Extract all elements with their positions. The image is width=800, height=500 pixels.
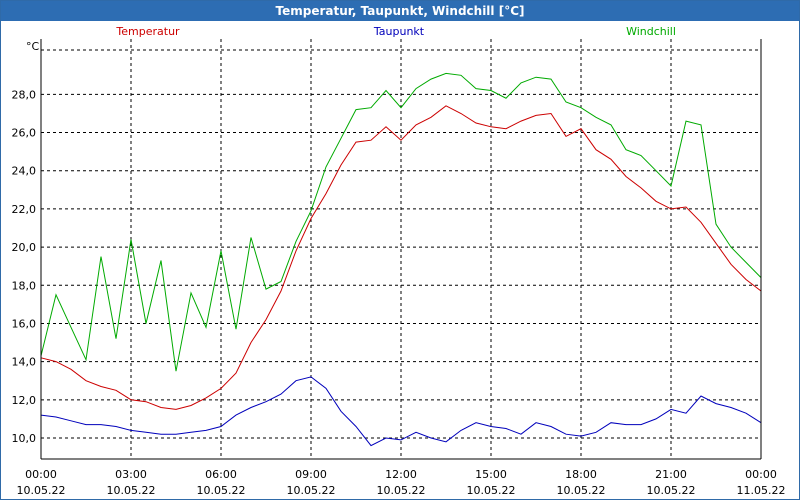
axes [40,39,762,460]
y-tick-label: 16,0 [12,317,37,330]
x-tick-time: 00:00 [25,468,57,481]
x-tick-time: 15:00 [475,468,507,481]
x-tick-time: 00:00 [745,468,777,481]
y-axis-unit: °C [26,40,40,53]
x-tick-date: 10.05.22 [107,484,156,497]
x-tick-time: 12:00 [385,468,417,481]
legend-entry-temperatur: Temperatur [115,25,180,38]
y-tick-label: 10,0 [12,432,37,445]
x-tick-date: 11.05.22 [737,484,786,497]
y-tick-label: 28,0 [12,88,37,101]
y-tick-label: 18,0 [12,279,37,292]
series-line-windchill [40,72,762,372]
x-tick-date: 10.05.22 [557,484,606,497]
x-tick-time: 03:00 [115,468,147,481]
y-tick-label: 20,0 [12,241,37,254]
legend: Temperatur Taupunkt Windchill [115,25,676,38]
x-tick-time: 06:00 [205,468,237,481]
y-tick-label: 26,0 [12,127,37,140]
chart-title: Temperatur, Taupunkt, Windchill [°C] [1,1,799,21]
x-tick-date: 10.05.22 [647,484,696,497]
x-tick-time: 21:00 [655,468,687,481]
y-tick-label: 22,0 [12,203,37,216]
x-tick-time: 09:00 [295,468,327,481]
legend-entry-windchill: Windchill [626,25,676,38]
legend-entry-taupunkt: Taupunkt [373,25,425,38]
x-tick-date: 10.05.22 [467,484,516,497]
series-layer [40,72,762,447]
y-tick-labels: 10,0 12,0 14,0 16,0 18,0 20,0 22,0 24,0 26,0 28,0 [12,88,37,445]
x-tick-date: 10.05.22 [197,484,246,497]
x-tick-time: 18:00 [565,468,597,481]
y-tick-label: 24,0 [12,165,37,178]
series-line-temperatur [40,105,762,410]
y-tick-label: 14,0 [12,356,37,369]
x-tick-labels: 00:00 10.05.22 03:00 10.05.22 06:00 10.05.22 0… [17,468,786,497]
series-line-taupunkt [40,376,762,447]
x-tick-date: 10.05.22 [17,484,66,497]
y-tick-label: 12,0 [12,394,37,407]
x-tick-date: 10.05.22 [377,484,426,497]
x-tick-date: 10.05.22 [287,484,336,497]
